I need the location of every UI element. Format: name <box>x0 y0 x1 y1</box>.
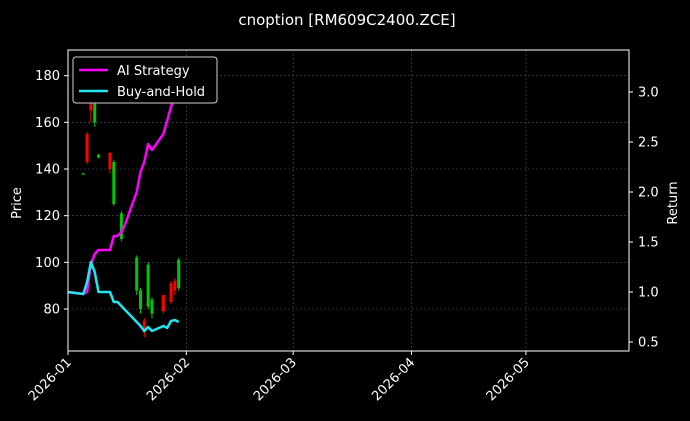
legend-box <box>72 56 218 104</box>
y-axis-left-ticks: 80 100 120 140 160 180 <box>35 69 68 318</box>
legend: AI Strategy Buy-and-Hold <box>72 56 218 104</box>
y-axis-right-ticks: 0.5 1.0 1.5 2.0 2.5 3.0 <box>629 86 659 351</box>
candle-body <box>93 103 97 123</box>
candle-body <box>146 264 150 307</box>
y-right-tick-label: 2.0 <box>638 186 659 201</box>
candle-body <box>173 281 177 291</box>
y-right-tick-label: 0.5 <box>638 336 659 351</box>
plot-frame <box>67 49 630 352</box>
candle-body <box>169 283 173 302</box>
y-left-tick-label: 100 <box>35 256 60 271</box>
y-left-tick-label: 80 <box>43 303 60 318</box>
y-right-tick-label: 3.0 <box>638 86 659 101</box>
candle-body <box>97 155 101 158</box>
chart-title: cnoption [RM609C2400.ZCE] <box>238 11 455 29</box>
candle-body <box>112 162 116 204</box>
candle-body <box>161 295 165 312</box>
y-axis-right-label: Return <box>666 181 681 224</box>
candle-body <box>139 290 143 309</box>
candle-body <box>108 152 112 169</box>
candle-body <box>135 257 139 291</box>
y-left-tick-label: 160 <box>35 116 60 131</box>
candle-body <box>142 320 146 333</box>
y-axis-left-label: Price <box>10 187 25 219</box>
candle-body <box>85 134 89 162</box>
y-left-tick-label: 140 <box>35 163 60 178</box>
series-lines <box>67 61 184 333</box>
y-right-tick-label: 1.0 <box>638 286 659 301</box>
y-right-tick-label: 1.5 <box>638 236 659 251</box>
candle-body <box>119 213 123 239</box>
y-left-tick-label: 180 <box>35 69 60 84</box>
legend-label-ai-strategy: AI Strategy <box>117 64 190 79</box>
candle-body <box>177 260 181 288</box>
candle-body <box>81 173 85 175</box>
y-right-tick-label: 2.5 <box>638 136 659 151</box>
legend-label-buy-and-hold: Buy-and-Hold <box>117 85 205 100</box>
series-line-buy-and-hold <box>67 260 180 333</box>
y-left-tick-label: 120 <box>35 209 60 224</box>
candle-body <box>150 299 154 314</box>
